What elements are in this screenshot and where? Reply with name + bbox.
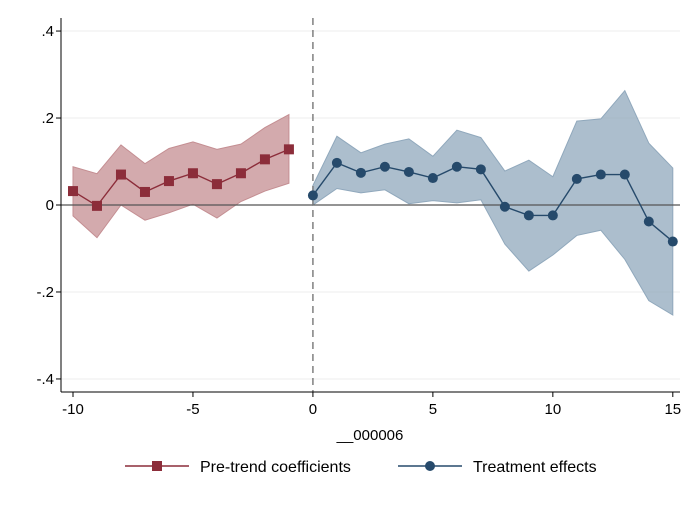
data-point-treatment bbox=[523, 210, 534, 221]
data-point-treatment bbox=[451, 161, 462, 172]
data-point-pretrend bbox=[91, 200, 102, 211]
axes: -.4 -.2 0 .2 .4 -10 -5 0 5 10 15 bbox=[36, 18, 681, 418]
data-point-treatment bbox=[643, 216, 654, 227]
reference-lines bbox=[61, 18, 680, 392]
data-point-treatment bbox=[403, 166, 414, 177]
x-tick-label: 0 bbox=[309, 401, 317, 418]
data-point-treatment bbox=[667, 236, 678, 247]
legend-label-treatment: Treatment effects bbox=[473, 459, 597, 476]
legend-marker-treatment bbox=[425, 461, 435, 471]
x-tick-label: -10 bbox=[62, 401, 84, 418]
y-tick-label: .2 bbox=[41, 110, 54, 127]
series-line-treatment bbox=[312, 161, 674, 243]
data-point-treatment bbox=[427, 173, 438, 184]
y-tick-label: -.4 bbox=[36, 371, 54, 388]
data-point-pretrend bbox=[115, 169, 126, 180]
x-tick-label: 15 bbox=[664, 401, 681, 418]
grid bbox=[61, 30, 680, 380]
y-tick-label: 0 bbox=[46, 197, 54, 214]
data-point-pretrend bbox=[187, 168, 198, 179]
data-point-pretrend bbox=[259, 154, 270, 165]
data-point-treatment bbox=[379, 161, 390, 172]
legend-label-pretrend: Pre-trend coefficients bbox=[200, 459, 351, 476]
data-point-treatment bbox=[547, 210, 558, 221]
data-point-treatment bbox=[499, 201, 510, 212]
confidence-bands bbox=[72, 89, 674, 316]
x-tick-label: -5 bbox=[186, 401, 199, 418]
x-tick-label: 10 bbox=[544, 401, 561, 418]
data-point-pretrend bbox=[67, 186, 78, 197]
confidence-band-pretrend bbox=[72, 113, 290, 239]
data-point-pretrend bbox=[235, 168, 246, 179]
x-tick-label: 5 bbox=[429, 401, 437, 418]
data-point-treatment bbox=[571, 173, 582, 184]
data-point-pretrend bbox=[283, 144, 294, 155]
data-point-treatment bbox=[331, 157, 342, 168]
series-line-pretrend bbox=[72, 148, 290, 207]
y-tick-label: -.2 bbox=[36, 284, 54, 301]
data-point-treatment bbox=[307, 190, 318, 201]
data-point-pretrend bbox=[211, 179, 222, 190]
x-axis-title: __000006 bbox=[336, 427, 404, 444]
legend: Pre-trend coefficients Treatment effects bbox=[125, 459, 597, 476]
confidence-band-treatment bbox=[312, 89, 674, 316]
data-point-treatment bbox=[475, 164, 486, 175]
legend-marker-pretrend bbox=[152, 461, 162, 471]
series-markers bbox=[67, 144, 678, 247]
series-lines bbox=[72, 148, 674, 243]
data-point-treatment bbox=[355, 167, 366, 178]
y-tick-label: .4 bbox=[41, 23, 54, 40]
data-point-pretrend bbox=[163, 176, 174, 187]
data-point-treatment bbox=[619, 169, 630, 180]
data-point-treatment bbox=[595, 169, 606, 180]
data-point-pretrend bbox=[139, 186, 150, 197]
